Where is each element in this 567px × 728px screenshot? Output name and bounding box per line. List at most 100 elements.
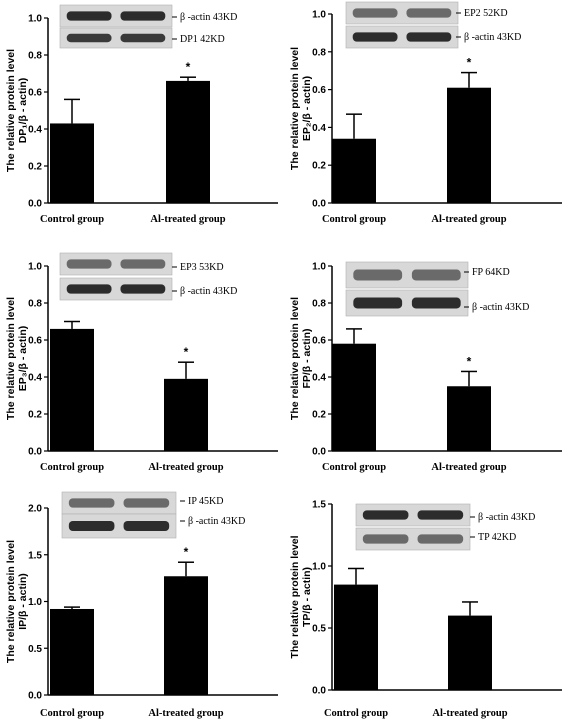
- chart-panel-ep3: The relative protein level EP₃/β - actin)…: [5, 252, 278, 473]
- y-tick-label: 0.2: [312, 161, 326, 172]
- y-tick-label: 0.8: [28, 51, 42, 62]
- blot-strip: [345, 261, 469, 289]
- y-tick-label: 0.6: [28, 88, 42, 99]
- blot-label: β -actin 43KD: [180, 286, 237, 297]
- x-category-label: Control group: [40, 708, 104, 719]
- y-tick-label: 1.0: [28, 262, 42, 273]
- blot-label: β -actin 43KD: [472, 302, 529, 313]
- x-category-label: Al-treated group: [431, 462, 506, 473]
- significance-star: *: [184, 545, 189, 559]
- x-category-label: Control group: [40, 462, 104, 473]
- significance-star: *: [467, 354, 472, 368]
- chart-panel-fp: The relative protein level FP/β - actin)0…: [289, 261, 562, 473]
- x-category-label: Al-treated group: [150, 214, 225, 225]
- blot-strip: [61, 491, 177, 515]
- blot-band-control: [353, 269, 403, 281]
- x-category-label: Al-treated group: [148, 462, 223, 473]
- y-axis-title: The relative protein level: [5, 49, 17, 172]
- blot-band-control: [68, 520, 115, 532]
- bar-al-treated: [166, 80, 210, 203]
- bar-al-treated: [164, 378, 208, 451]
- blot-label: EP2 52KD: [464, 8, 508, 19]
- y-tick-label: 0.8: [312, 299, 326, 310]
- blot-strip: [59, 252, 173, 276]
- blot-band-al-treated: [411, 297, 461, 309]
- y-tick-label: 0.0: [28, 199, 42, 210]
- x-category-label: Control group: [40, 214, 104, 225]
- y-tick-label: 1.5: [28, 550, 42, 561]
- bar-control: [50, 123, 94, 203]
- bar-control: [334, 584, 378, 690]
- y-axis-subtitle: IP/β - actin): [17, 573, 29, 630]
- blot-band-al-treated: [406, 8, 452, 18]
- blot-band-control: [66, 284, 112, 294]
- blot-band-control: [66, 259, 112, 269]
- blot-label: TP 42KD: [478, 532, 516, 543]
- y-tick-label: 1.0: [28, 597, 42, 608]
- x-category-label: Al-treated group: [148, 708, 223, 719]
- y-tick-label: 0.0: [28, 691, 42, 702]
- x-category-label: Al-treated group: [431, 214, 506, 225]
- y-axis-subtitle: TP/β - actin): [301, 567, 313, 627]
- blot-band-al-treated: [120, 11, 166, 21]
- blot-band-control: [66, 11, 112, 21]
- blot-label: β -actin 43KD: [180, 12, 237, 23]
- blot-strip: [61, 513, 177, 539]
- y-axis-subtitle: DP₁/β - actin): [17, 78, 29, 144]
- blot-background: [59, 277, 173, 301]
- y-axis-subtitle: EP₂/β - actin): [301, 76, 313, 141]
- bar-al-treated: [447, 386, 491, 451]
- blot-label: FP 64KD: [472, 267, 510, 278]
- blot-band-control: [66, 33, 112, 43]
- blot-background: [355, 503, 471, 527]
- bar-control: [332, 138, 376, 203]
- y-tick-label: 0.4: [28, 125, 42, 136]
- blot-background: [59, 4, 173, 28]
- x-category-label: Al-treated group: [432, 708, 507, 719]
- y-tick-label: 0.0: [312, 447, 326, 458]
- blot-label: DP1 42KD: [180, 34, 225, 45]
- y-axis-title: The relative protein level: [289, 297, 301, 420]
- blot-band-control: [352, 32, 398, 42]
- blot-band-al-treated: [411, 269, 461, 281]
- significance-star: *: [467, 56, 472, 70]
- blot-strip: [59, 277, 173, 301]
- y-tick-label: 0.2: [312, 410, 326, 421]
- blot-band-al-treated: [123, 498, 170, 508]
- bar-al-treated: [448, 615, 492, 690]
- bar-al-treated: [164, 576, 208, 695]
- blot-strip: [345, 1, 459, 25]
- y-tick-label: 1.0: [312, 10, 326, 21]
- blot-label: IP 45KD: [188, 496, 223, 507]
- y-tick-label: 1.0: [312, 262, 326, 273]
- blot-background: [355, 527, 471, 551]
- blot-label: β -actin 43KD: [464, 32, 521, 43]
- y-tick-label: 0.0: [28, 447, 42, 458]
- y-axis-subtitle: EP₃/β - actin): [17, 326, 29, 392]
- chart-panel-ep2: The relative protein level EP₂/β - actin)…: [289, 1, 562, 225]
- y-tick-label: 0.2: [28, 410, 42, 421]
- blot-background: [59, 27, 173, 49]
- y-tick-label: 0.6: [28, 336, 42, 347]
- blot-strip: [355, 527, 471, 551]
- blot-band-al-treated: [123, 520, 170, 532]
- blot-band-control: [68, 498, 115, 508]
- bar-control: [50, 328, 94, 451]
- y-axis-subtitle: FP/β - actin): [301, 328, 313, 388]
- x-category-label: Control group: [322, 214, 386, 225]
- blot-band-al-treated: [120, 259, 166, 269]
- blot-strip: [59, 4, 173, 28]
- blot-label: β -actin 43KD: [188, 516, 245, 527]
- blot-label: β -actin 43KD: [478, 512, 535, 523]
- y-axis-title: The relative protein level: [289, 47, 301, 170]
- blot-band-control: [362, 534, 409, 544]
- blot-strip: [345, 25, 459, 49]
- y-tick-label: 0.4: [312, 373, 326, 384]
- chart-panel-dp1: The relative protein level DP₁/β - actin)…: [5, 4, 278, 225]
- chart-panel-ip: The relative protein level IP/β - actin) 0…: [5, 491, 278, 719]
- blot-band-al-treated: [406, 32, 452, 42]
- blot-label: EP3 53KD: [180, 262, 224, 273]
- blot-band-al-treated: [417, 534, 464, 544]
- blot-band-control: [362, 510, 409, 520]
